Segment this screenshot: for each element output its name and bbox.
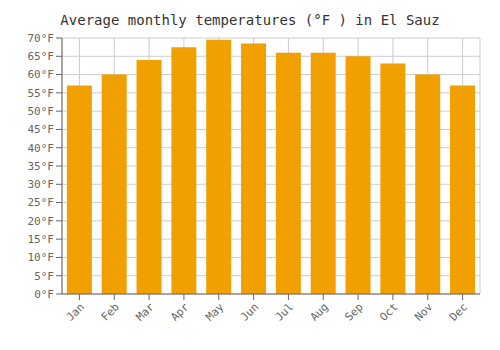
svg-text:60°F: 60°F xyxy=(28,68,55,81)
svg-text:Oct: Oct xyxy=(377,300,400,323)
svg-text:20°F: 20°F xyxy=(28,215,55,228)
svg-text:35°F: 35°F xyxy=(28,160,55,173)
svg-text:0°F: 0°F xyxy=(34,288,54,301)
svg-text:15°F: 15°F xyxy=(28,233,55,246)
svg-text:Dec: Dec xyxy=(447,300,470,323)
svg-text:50°F: 50°F xyxy=(28,105,55,118)
svg-text:45°F: 45°F xyxy=(28,123,55,136)
svg-text:25°F: 25°F xyxy=(28,196,55,209)
svg-text:70°F: 70°F xyxy=(28,32,55,45)
svg-text:65°F: 65°F xyxy=(28,50,55,63)
svg-text:Jun: Jun xyxy=(238,300,261,323)
svg-text:Apr: Apr xyxy=(168,300,192,324)
svg-text:Sep: Sep xyxy=(342,300,365,323)
svg-text:Feb: Feb xyxy=(99,300,122,323)
svg-text:55°F: 55°F xyxy=(28,87,55,100)
svg-text:10°F: 10°F xyxy=(28,251,55,264)
svg-text:Jan: Jan xyxy=(64,300,87,323)
svg-text:Nov: Nov xyxy=(412,300,436,324)
svg-text:Jul: Jul xyxy=(273,300,296,323)
svg-text:5°F: 5°F xyxy=(34,270,54,283)
svg-text:May: May xyxy=(203,300,227,324)
svg-text:Mar: Mar xyxy=(133,300,157,324)
html-text:Average monthly temperatures (: Average monthly temperatures (°F ) in El… xyxy=(60,12,440,28)
svg-text:40°F: 40°F xyxy=(28,142,55,155)
svg-text:30°F: 30°F xyxy=(28,178,55,191)
svg-text:Aug: Aug xyxy=(308,300,331,323)
